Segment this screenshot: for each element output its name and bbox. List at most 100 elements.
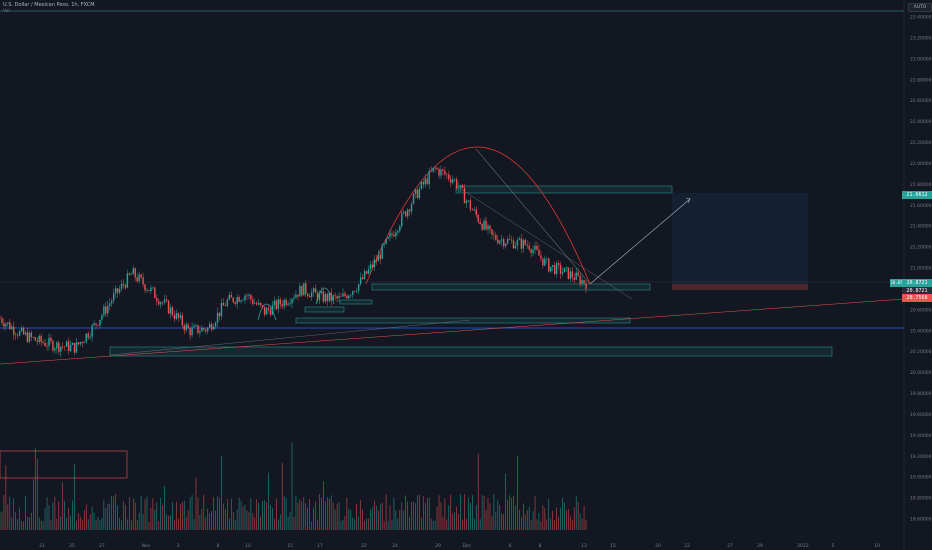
candle-body [487,225,489,230]
candle-body [14,334,17,336]
candle-body [244,295,246,301]
candle-body [48,337,50,347]
candle-body [502,239,505,247]
time-tick-label: 10 [245,543,251,549]
candle-body [342,293,344,297]
candle-body [418,188,421,199]
candle-body [557,263,560,265]
volume-indicator-label[interactable]: Vol [3,9,10,14]
time-tick-label: 5 [832,543,835,549]
candle-body [520,238,523,249]
time-tick-label: 27 [727,543,733,549]
candle-body [250,294,252,300]
candle-body [132,268,134,275]
candle-body [195,325,197,326]
auto-scale-button[interactable]: AUTO [908,3,932,12]
candle-body [179,315,182,318]
candle-body [357,283,360,291]
candle-body [485,220,487,230]
candle-body [428,170,430,185]
candle-body [277,299,280,309]
candle-body [146,290,148,291]
candle-body [316,292,319,301]
candle-body [279,299,281,305]
candle-body [83,341,85,344]
candle-body [457,187,460,189]
candle-body [569,271,572,279]
peak-line [475,148,591,285]
candle-body [226,299,229,306]
candle-body [228,294,231,300]
candle-body [565,267,568,269]
candle-body [493,234,495,236]
candle-body [385,238,387,244]
price-tick-label: 22.00000 [910,161,932,167]
candle-body [79,342,82,345]
price-tick-label: 23.40000 [910,15,932,21]
candle-body [20,327,23,331]
candle-body [403,211,405,214]
candle-body [116,288,119,293]
candle-body [355,290,358,292]
price-tick-label: 20.00000 [910,370,932,376]
candle-body [512,240,515,249]
candle-body [30,332,33,338]
candle-body [1,318,3,323]
candle-body [63,346,66,348]
candle-body [426,178,428,185]
candle-body [332,295,334,301]
candle-body [175,313,178,319]
price-axis[interactable]: 23.40000 23.20000 23.00000 22.80000 22.60000… [903,0,932,550]
candle-body [330,292,332,301]
candle-body [259,302,262,306]
candle-body [440,169,442,176]
candle-body [555,263,558,275]
candle-body [463,187,466,204]
candle-body [152,287,154,289]
candle-body [322,291,325,302]
candle-body [469,200,472,210]
candle-body [297,294,299,297]
candle-body [553,265,556,275]
candle-body [352,290,354,295]
candle-body [214,322,217,327]
price-tick-label: 19.00000 [910,475,932,481]
candle-body [548,258,550,272]
candle-body [424,178,426,185]
candle-body [534,245,536,250]
candle-body [434,167,436,169]
time-axis[interactable]: 21 25 27 Nov 3 8 10 15 17 22 24 29 Dec 6 8 13 15 20 22 27 29… [39,543,880,549]
candle-body [40,335,42,343]
time-tick-label: 29 [435,543,441,549]
price-tick-label: 18.80000 [910,496,932,502]
candle-body [540,255,542,259]
candle-body [354,290,356,292]
candle-body [75,342,78,353]
candle-body [67,341,70,352]
candle-body [371,264,374,268]
candle-body [375,259,377,262]
candle-body [224,305,227,307]
zone-rectangle [455,185,673,194]
candle-body [248,294,250,296]
time-tick-label: 8 [217,543,220,549]
candle-body [285,299,287,305]
stop-zone-rectangle [672,284,808,290]
candle-body [412,193,415,204]
candle-body [18,330,21,336]
candle-body [26,332,29,342]
price-tick-label: 18.60000 [910,517,932,523]
price-tick-label: 21.60000 [910,203,932,209]
candle-body [544,258,546,266]
candle-body [438,169,440,176]
candle-body [481,224,483,230]
candle-body [191,327,193,336]
candle-body [287,303,289,305]
candle-body [334,295,336,297]
candle-body [450,179,452,183]
candle-body [112,293,115,301]
candle-body [508,239,511,240]
candle-body [483,220,485,230]
candle-body [107,305,109,314]
